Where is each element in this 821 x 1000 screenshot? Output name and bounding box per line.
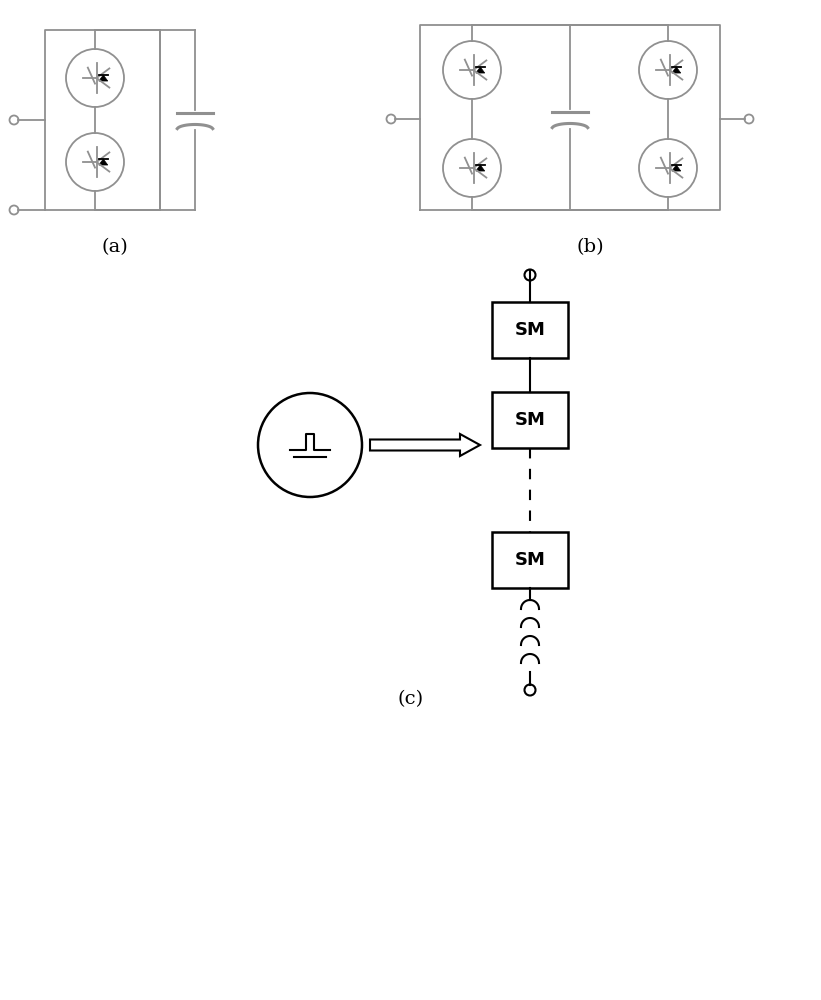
Text: (c): (c) [398, 690, 424, 708]
Bar [492, 302, 568, 358]
Polygon shape [99, 75, 108, 81]
Polygon shape [672, 67, 681, 73]
Bar [492, 392, 568, 448]
Text: SM: SM [515, 551, 545, 569]
Polygon shape [672, 165, 681, 171]
Text: SM: SM [515, 321, 545, 339]
Text: SM: SM [515, 411, 545, 429]
Polygon shape [370, 434, 480, 456]
Polygon shape [476, 67, 484, 73]
Polygon shape [99, 159, 108, 165]
Polygon shape [476, 165, 484, 171]
Text: (b): (b) [576, 238, 603, 256]
Text: (a): (a) [102, 238, 128, 256]
Bar [492, 532, 568, 588]
